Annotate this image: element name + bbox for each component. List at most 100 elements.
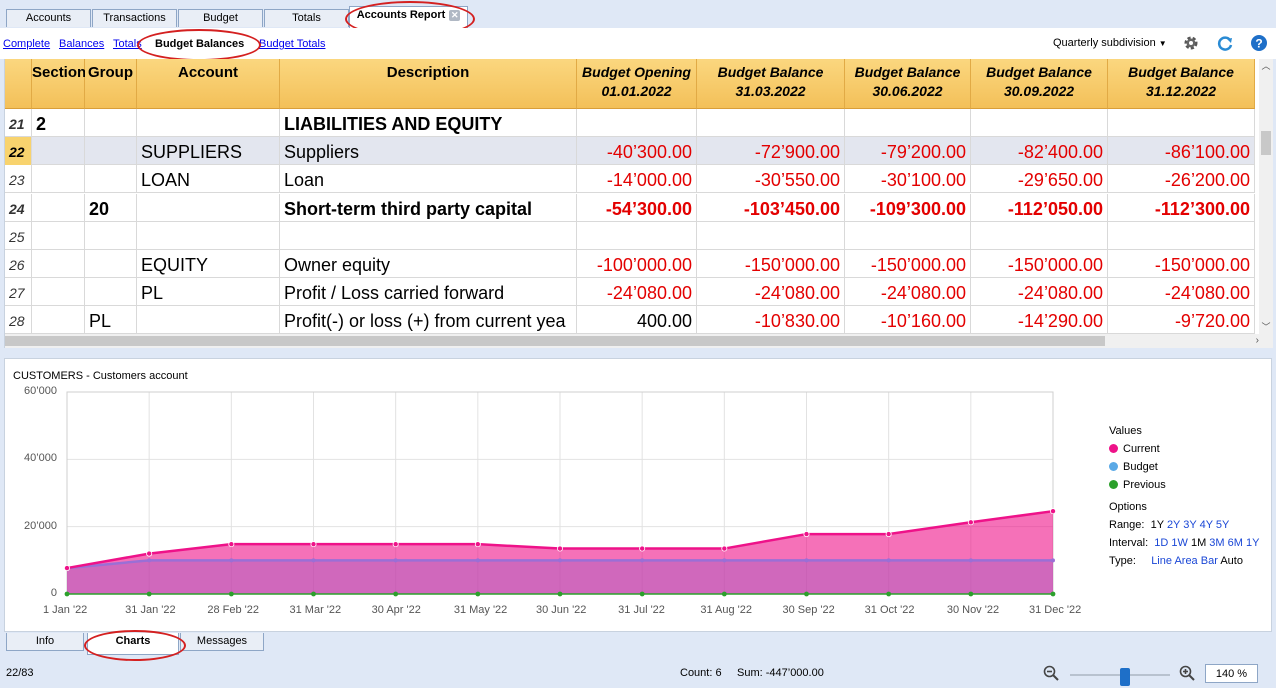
type-line[interactable]: Line [1151,555,1172,567]
interval-6m[interactable]: 6M [1227,537,1243,549]
type-bar[interactable]: Bar [1200,555,1218,567]
cell-section[interactable] [32,137,85,166]
cell-budget-value[interactable]: -112’300.00 [1108,193,1255,222]
header-description[interactable]: Description [280,59,577,109]
cell-budget-value[interactable]: -150’000.00 [697,250,845,278]
cell-budget-value[interactable]: -150’000.00 [1108,250,1255,278]
scroll-right-icon[interactable]: › [1255,335,1259,346]
cell-group[interactable] [85,109,137,137]
cell-desc[interactable] [280,221,577,250]
legend-current[interactable]: Current [1109,443,1160,455]
cell-budget-value[interactable]: -30’550.00 [697,165,845,194]
cell-account[interactable] [137,221,280,250]
cell-account[interactable] [137,306,280,335]
link-budget-balances[interactable]: Budget Balances [155,38,245,50]
zoom-out-icon[interactable] [1043,665,1059,681]
scroll-down-icon[interactable]: ﹀ [1261,322,1271,332]
row-number[interactable]: 25 [5,221,32,250]
tab-charts[interactable]: Charts [87,633,179,655]
row-number[interactable]: 28 [5,306,32,335]
cell-budget-value[interactable]: -72’900.00 [697,137,845,166]
cell-group[interactable] [85,221,137,250]
cell-section[interactable] [32,250,85,278]
table-row[interactable]: 27 PL Profit / Loss carried forward -24’080… [5,278,1255,307]
cell-account[interactable] [137,193,280,222]
row-number[interactable]: 24 [5,193,32,222]
cell-account[interactable] [137,109,280,137]
cell-budget-value[interactable]: -24’080.00 [577,278,697,307]
tab-accounts[interactable]: Accounts [6,9,91,27]
header-section[interactable]: Section [32,59,86,109]
interval-3m[interactable]: 3M [1209,537,1225,549]
row-number[interactable]: 22 [5,137,32,166]
table-row[interactable]: 25 [5,221,1255,250]
link-complete[interactable]: Complete [3,38,51,50]
range-2y[interactable]: 2Y [1166,519,1181,531]
cell-budget-value[interactable]: -82’400.00 [971,137,1108,166]
cell-budget-value[interactable] [845,221,971,250]
cell-budget-value[interactable]: -24’080.00 [845,278,971,307]
cell-desc[interactable]: Suppliers [280,137,577,166]
type-area[interactable]: Area [1174,555,1198,567]
cell-account[interactable]: PL [137,278,280,307]
cell-budget-value[interactable]: -26’200.00 [1108,165,1255,194]
cell-budget-value[interactable]: -24’080.00 [971,278,1108,307]
cell-group[interactable]: PL [85,306,137,335]
header-budget-opening[interactable]: Budget Opening 01.01.2022 [577,59,697,109]
range-4y[interactable]: 4Y [1199,519,1213,531]
cell-budget-value[interactable]: -14’290.00 [971,306,1108,335]
header-budget-q4[interactable]: Budget Balance 31.12.2022 [1108,59,1255,109]
cell-budget-value[interactable]: -100’000.00 [577,250,697,278]
cell-budget-value[interactable]: -79’200.00 [845,137,971,166]
cell-desc[interactable]: Profit(-) or loss (+) from current yea [280,306,577,335]
link-balances[interactable]: Balances [59,38,105,50]
cell-section[interactable]: 2 [32,109,85,137]
header-budget-q1[interactable]: Budget Balance 31.03.2022 [697,59,845,109]
type-auto[interactable]: Auto [1220,555,1243,567]
zoom-slider-thumb[interactable] [1120,668,1130,686]
tab-transactions[interactable]: Transactions [92,9,177,27]
scroll-thumb[interactable] [1261,131,1271,155]
help-icon[interactable]: ? [1250,34,1268,52]
header-budget-q2[interactable]: Budget Balance 30.06.2022 [845,59,971,109]
tab-messages[interactable]: Messages [180,633,264,651]
tab-budget[interactable]: Budget [178,9,263,27]
header-budget-q3[interactable]: Budget Balance 30.09.2022 [971,59,1108,109]
row-number[interactable]: 26 [5,250,32,278]
table-row[interactable]: 24 20 Short-term third party capital -54’30… [5,193,1255,222]
cell-budget-value[interactable]: 400.00 [577,306,697,335]
zoom-level[interactable]: 140 % [1205,664,1258,683]
cell-budget-value[interactable]: -40’300.00 [577,137,697,166]
table-row[interactable]: 22 SUPPLIERS Suppliers -40’300.00 -72’900.00… [5,137,1255,166]
cell-budget-value[interactable]: -10’160.00 [845,306,971,335]
link-budget-totals[interactable]: Budget Totals [259,38,326,50]
cell-desc[interactable]: Owner equity [280,250,577,278]
cell-budget-value[interactable] [577,221,697,250]
link-totals[interactable]: Totals [113,38,142,50]
cell-budget-value[interactable]: -24’080.00 [1108,278,1255,307]
cell-budget-value[interactable]: -86’100.00 [1108,137,1255,166]
tab-accounts-report[interactable]: Accounts Report ✕ [349,6,468,28]
cell-section[interactable] [32,278,85,307]
cell-group[interactable] [85,165,137,194]
cell-budget-value[interactable] [1108,109,1255,137]
cell-account[interactable]: EQUITY [137,250,280,278]
range-1y[interactable]: 1Y [1150,519,1164,531]
cell-desc[interactable]: Profit / Loss carried forward [280,278,577,307]
cell-budget-value[interactable]: -112’050.00 [971,193,1108,222]
range-5y[interactable]: 5Y [1215,519,1230,531]
range-3y[interactable]: 3Y [1183,519,1197,531]
table-row[interactable]: 26 EQUITY Owner equity -100’000.00 -150’000.… [5,250,1255,278]
vertical-scrollbar[interactable]: ︿ ﹀ [1259,59,1273,334]
cell-group[interactable] [85,278,137,307]
cell-budget-value[interactable]: -29’650.00 [971,165,1108,194]
interval-1w[interactable]: 1W [1171,537,1188,549]
cell-budget-value[interactable] [1108,221,1255,250]
cell-section[interactable] [32,165,85,194]
scroll-up-icon[interactable]: ︿ [1261,61,1271,71]
header-group[interactable]: Group [85,59,137,109]
cell-budget-value[interactable]: -150’000.00 [971,250,1108,278]
cell-budget-value[interactable] [577,109,697,137]
cell-budget-value[interactable] [697,109,845,137]
cell-group[interactable] [85,137,137,166]
